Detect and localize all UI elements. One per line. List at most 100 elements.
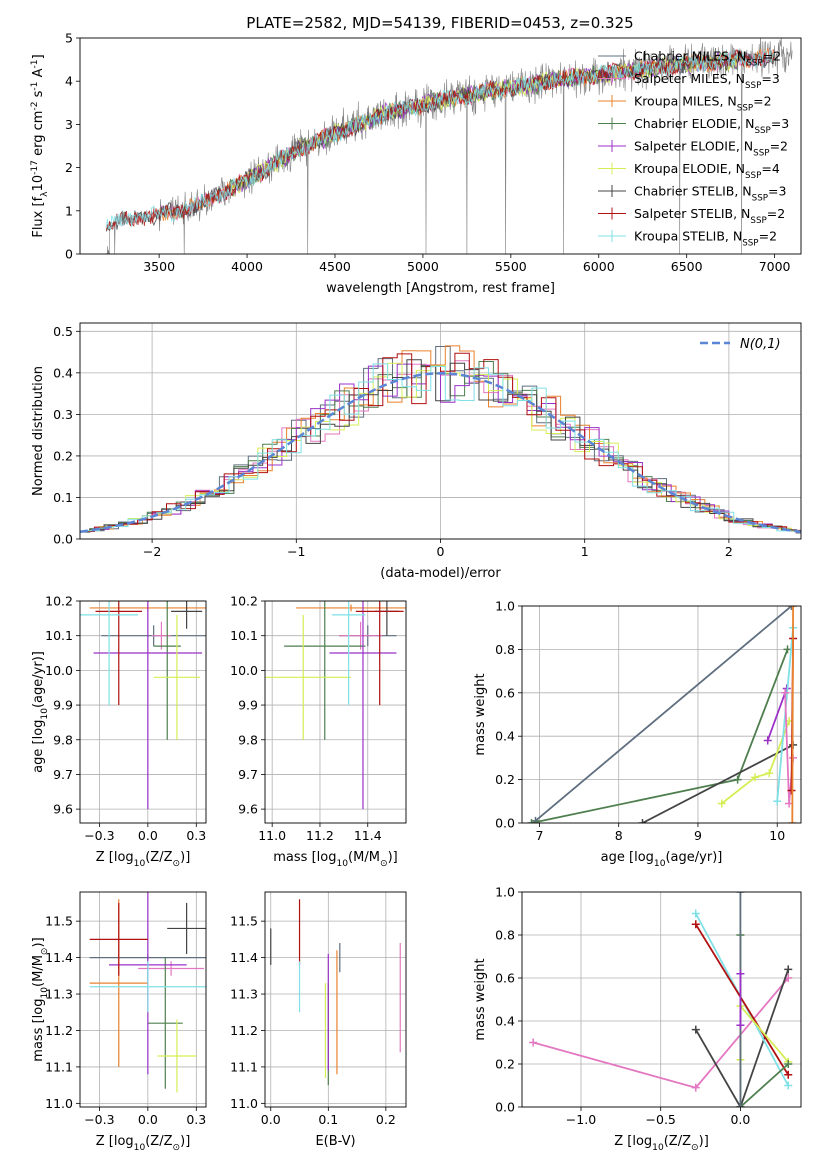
y-tick-label: 0.8 <box>495 928 515 943</box>
x-tick-label: 0.3 <box>186 1112 206 1127</box>
y-tick-label: 9.7 <box>238 767 258 782</box>
weight-marker <box>781 688 790 697</box>
x-tick-label: 0.0 <box>138 1112 158 1127</box>
weight-line-krou_elodie <box>739 1003 789 1063</box>
errorbar-krou_elodie <box>157 1019 197 1093</box>
x-tick-label: 10 <box>769 828 785 843</box>
axes-frame <box>79 37 802 255</box>
y-tick-label: 0.6 <box>495 685 515 700</box>
legend-label: Kroupa MILES, NSSP=2 <box>634 94 772 114</box>
errorbar-krou_stelib <box>89 961 206 1013</box>
legend-label: N(0,1) <box>740 337 781 352</box>
legend-label: Salpeter ELODIE, NSSP=2 <box>634 139 788 159</box>
errorbar-salp_miles <box>151 621 172 650</box>
errorbar-salp_elodie <box>93 601 203 810</box>
y-tick-label: 0.4 <box>495 729 515 744</box>
x-tick-label: 11.4 <box>354 828 382 843</box>
y-tick-label: 0.2 <box>495 1057 515 1072</box>
x-tick-label: 7 <box>535 828 543 843</box>
weight-marker <box>751 773 760 782</box>
x-axis-label: mass [log10(M/M⊙)] <box>273 850 397 869</box>
x-tick-label: 0.0 <box>138 828 158 843</box>
x-tick-label: 11.0 <box>258 828 286 843</box>
weight-line-chab_stelib <box>642 744 794 823</box>
y-tick-label: 11.2 <box>45 1023 73 1038</box>
x-tick-label: 0.0 <box>261 1112 281 1127</box>
x-tick-label: 9 <box>694 828 702 843</box>
weight-marker <box>784 1070 793 1079</box>
y-tick-label: 2 <box>65 160 73 175</box>
weight-line-chab_stelib <box>695 969 790 1107</box>
axes-frame <box>264 891 407 1108</box>
weight-marker <box>733 775 742 784</box>
y-tick-label: 1 <box>65 203 73 218</box>
weight-marker <box>736 969 745 978</box>
x-axis-label: Z [log10(Z/Z⊙)] <box>96 1134 191 1153</box>
x-tick-label: 0.0 <box>730 1112 750 1127</box>
x-tick-label: 4500 <box>319 259 351 274</box>
y-tick-label: 10.2 <box>45 594 73 609</box>
axes-frame <box>264 600 407 824</box>
x-axis-label: Z [log10(Z/Z⊙)] <box>614 1134 709 1153</box>
errorbar-krou_elodie <box>265 614 352 740</box>
weight-marker <box>789 606 798 610</box>
axes-frame <box>79 600 207 824</box>
weight-marker <box>717 799 726 808</box>
x-axis-label: E(B-V) <box>315 1134 355 1149</box>
y-tick-label: 0.8 <box>495 642 515 657</box>
weight-marker <box>773 797 782 806</box>
y-tick-label: 10.1 <box>45 628 73 643</box>
errorbar-chab_elodie <box>284 601 366 740</box>
gaussian-curve <box>80 372 801 533</box>
legend-label: Kroupa STELIB, NSSP=2 <box>634 229 777 249</box>
figure-title: PLATE=2582, MJD=54139, FIBERID=0453, z=0… <box>246 14 633 32</box>
y-tick-label: 9.9 <box>53 698 73 713</box>
y-tick-label: 11.3 <box>45 987 73 1002</box>
hist-chab_stelib <box>80 359 801 533</box>
y-axis-label: Flux [fλ10-17 erg cm-2 s-1 A-1] <box>30 54 50 237</box>
y-tick-label: 9.9 <box>238 698 258 713</box>
weight-marker <box>784 1060 793 1068</box>
y-tick-label: 0 <box>65 247 73 262</box>
x-axis-label: age [log10(age/yr)] <box>601 850 723 869</box>
y-tick-label: 0.5 <box>53 324 73 339</box>
x-tick-label: 0.1 <box>318 1112 338 1127</box>
weight-line-krou_elodie <box>721 720 790 805</box>
y-tick-label: 11.5 <box>230 914 258 929</box>
x-tick-label: −0.5 <box>646 1112 676 1127</box>
errorbar-salp_elodie <box>329 601 397 810</box>
y-tick-label: 9.8 <box>238 732 258 747</box>
y-tick-label: 10.0 <box>230 663 258 678</box>
weight-marker <box>784 965 793 974</box>
y-tick-label: 11.0 <box>45 1096 73 1111</box>
y-axis-label: mass [log10(M/M⊙)] <box>31 937 50 1061</box>
axes-frame <box>521 605 802 824</box>
axes-frame <box>79 891 207 1108</box>
panel-spectrum: 3500 4000 4500 5000 5500 6000 6500 7000 0 1 2 3 4 5 wa… <box>30 31 802 296</box>
x-tick-label: 2 <box>725 544 733 559</box>
x-tick-label: 0.3 <box>186 828 206 843</box>
weight-marker <box>691 920 700 929</box>
y-axis-label: age [log10(age/yr)] <box>31 651 50 773</box>
weight-marker <box>691 909 700 918</box>
legend-label: Salpeter MILES, NSSP=3 <box>634 71 780 91</box>
y-tick-label: 10.0 <box>45 663 73 678</box>
y-tick-label: 0.4 <box>495 1014 515 1029</box>
weight-marker <box>783 645 792 654</box>
x-tick-label: 5000 <box>407 259 439 274</box>
y-tick-label: 0.1 <box>53 490 73 505</box>
weight-line-chab_miles <box>534 606 793 822</box>
legend-label: Chabrier STELIB, NSSP=3 <box>634 184 786 204</box>
x-axis-label: (data-model)/error <box>380 566 501 581</box>
errorbar-krou_stelib <box>331 601 366 706</box>
errorbar-chab_stelib <box>171 601 203 629</box>
x-tick-label: −0.3 <box>84 1112 114 1127</box>
y-tick-label: 9.7 <box>53 767 73 782</box>
x-tick-label: −1 <box>287 544 305 559</box>
x-tick-label: 1 <box>581 544 589 559</box>
errorbar-krou_elodie <box>153 614 201 740</box>
panel-weight-vs-age: 7 8 9 10 0.0 0.2 0.4 0.6 0.8 1.0 age [log10(age/yr… <box>473 599 802 869</box>
y-tick-label: 11.4 <box>230 950 258 965</box>
